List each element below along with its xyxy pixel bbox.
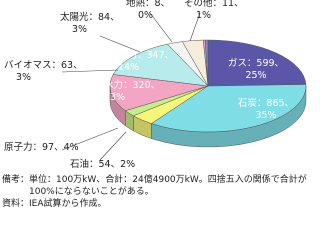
- note: 備考：単位：100万kW、合計：24億4900万kW。四捨五入の関係で合計が10…: [2, 175, 307, 197]
- leader-line: [149, 12, 173, 43]
- data-label-line: 3%: [16, 72, 31, 83]
- leader-line: [189, 12, 201, 42]
- data-label: 水力：320、 13%: [104, 79, 160, 103]
- data-label: 風力：347、 14%: [118, 49, 174, 73]
- data-label-line: 風力：347、: [118, 49, 174, 61]
- data-label: 石油：54、2%: [70, 158, 135, 170]
- data-label-line: その他：11、: [184, 0, 244, 9]
- data-label-line: バイオマス：63、: [4, 60, 83, 71]
- source: 資料：IEA試算から作成。: [2, 199, 107, 209]
- leader-line: [61, 127, 119, 151]
- data-label-line: 地熱：8、: [126, 0, 170, 9]
- data-label-line: 35%: [255, 110, 276, 121]
- data-label-line: ガス：599、: [228, 58, 284, 69]
- slice: [207, 39, 307, 87]
- data-label-line: 14%: [118, 62, 139, 73]
- data-label-line: 1%: [196, 10, 211, 21]
- data-label-line: 石炭：865、: [238, 98, 294, 109]
- leader-line: [99, 131, 127, 161]
- data-label: 地熱：8、 0%: [126, 0, 170, 21]
- data-label: 原子力：97、4%: [4, 141, 79, 153]
- leader-line: [99, 35, 141, 53]
- leader-line: [61, 69, 119, 73]
- data-label: 太陽光：84、 3%: [60, 11, 120, 35]
- slice: [112, 43, 209, 87]
- data-label: バイオマス：63、 3%: [4, 60, 83, 83]
- data-label-line: 13%: [104, 92, 125, 103]
- data-label-line: 3%: [72, 24, 87, 35]
- slice: [204, 39, 209, 87]
- data-label: その他：11、 1%: [184, 0, 244, 21]
- data-label: ガス：599、 25%: [228, 58, 284, 81]
- page: ガス：599、 25% 石炭：865、 35% 原子力：97、4% 石油：54、2% 水力：…: [2, 0, 308, 210]
- slice: [150, 84, 307, 133]
- data-label-line: 太陽光：84、: [60, 11, 120, 23]
- slice: [109, 74, 209, 111]
- data-label-line: 25%: [245, 70, 266, 81]
- data-label-line: 0%: [138, 10, 153, 21]
- chart: ガス：599、 25% 石炭：865、 35% 原子力：97、4% 石油：54、2% 水力：…: [4, 0, 307, 170]
- notes: 備考：単位：100万kW、合計：24億4900万kW。四捨五入の関係で合計が10…: [2, 174, 308, 210]
- data-label-line: 水力：320、: [104, 79, 160, 91]
- data-label: 石炭：865、 35%: [238, 98, 294, 121]
